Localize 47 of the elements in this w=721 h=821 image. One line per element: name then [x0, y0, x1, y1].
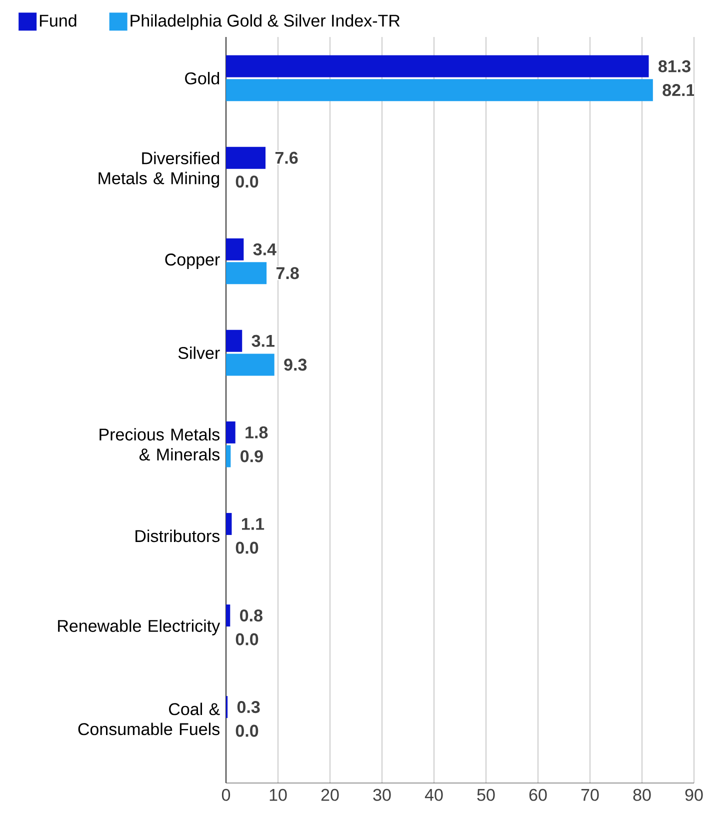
y-tick-label: Copper	[165, 254, 220, 269]
y-tick-label: Diversified Metals & Mining	[98, 152, 220, 188]
data-label: 0.9	[240, 450, 263, 462]
data-label: 7.6	[275, 152, 298, 164]
y-tick-label: Coal & Consumable Fuels	[78, 702, 220, 736]
data-label: 0.3	[237, 701, 260, 714]
bar	[226, 421, 236, 444]
data-label: 1.1	[242, 518, 264, 530]
data-label: 0.0	[236, 724, 258, 737]
x-tick-label: 10	[270, 788, 287, 801]
y-tick-label: Gold	[185, 72, 220, 84]
bar	[226, 79, 653, 102]
bar	[226, 445, 231, 468]
data-label: 3.1	[252, 334, 274, 347]
data-label: 0.0	[236, 176, 258, 188]
data-label: 81.3	[658, 60, 690, 72]
bar	[226, 238, 244, 260]
x-tick-label: 30	[373, 788, 391, 801]
data-label: 3.4	[253, 243, 276, 256]
data-label: 0.8	[240, 609, 262, 622]
bar	[226, 55, 649, 78]
bar	[226, 262, 267, 284]
bar	[226, 512, 232, 535]
x-tick-label: 50	[477, 788, 495, 801]
x-tick-label: 90	[685, 788, 703, 801]
x-tick-label: 60	[529, 788, 547, 801]
legend-label: Philadelphia Gold & Silver Index-TR	[130, 14, 400, 30]
data-label: 9.3	[284, 358, 307, 371]
data-label: 7.8	[276, 267, 299, 280]
x-tick-label: 70	[581, 788, 599, 801]
legend-label: Fund	[40, 14, 76, 27]
bar	[226, 604, 230, 626]
x-tick-label: 80	[633, 788, 651, 801]
x-tick-label: 20	[321, 788, 339, 801]
data-label: 0.0	[236, 633, 258, 646]
data-label: 0.0	[236, 542, 258, 554]
y-tick-label: Precious Metals & Minerals	[100, 428, 220, 461]
y-tick-label: Renewable Electricity	[58, 619, 220, 636]
bar	[226, 330, 242, 352]
bar	[226, 354, 274, 376]
data-label: 1.8	[246, 426, 268, 438]
x-tick-label: 0	[222, 788, 230, 801]
y-tick-label: Distributors	[136, 530, 220, 542]
x-tick-label: 40	[424, 788, 443, 801]
bar	[226, 146, 266, 169]
y-tick-label: Silver	[178, 346, 220, 360]
data-label: 82.1	[662, 84, 695, 96]
